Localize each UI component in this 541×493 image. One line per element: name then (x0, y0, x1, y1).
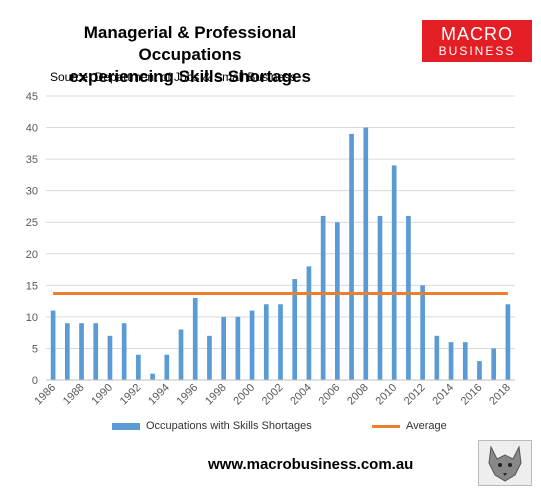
bar (363, 127, 369, 380)
y-tick-label: 45 (26, 91, 38, 103)
bar (320, 215, 326, 380)
x-tick-label: 2010 (374, 382, 400, 408)
x-tick-label: 1992 (118, 382, 144, 408)
bar (164, 354, 170, 380)
x-tick-label: 2008 (345, 382, 371, 408)
bar (335, 222, 340, 380)
bar (178, 329, 184, 380)
y-tick-label: 5 (32, 343, 38, 355)
bar (349, 133, 354, 380)
bar (306, 266, 312, 380)
bar (136, 354, 141, 380)
chart-title-line1: Managerial & Professional Occupations (83, 23, 297, 64)
y-tick-label: 30 (26, 186, 38, 198)
legend-item-bars: Occupations with Skills Shortages (112, 420, 312, 432)
bar (107, 335, 113, 380)
x-tick-label: 2000 (231, 382, 257, 408)
bar (505, 304, 511, 380)
legend-label-average: Average (406, 420, 447, 432)
bar (462, 342, 468, 380)
legend-label-bars: Occupations with Skills Shortages (146, 420, 312, 432)
bar (79, 323, 84, 380)
bar (434, 335, 440, 380)
legend-swatch-bars (112, 422, 140, 430)
legend-swatch-average (372, 424, 400, 428)
bar (64, 323, 70, 380)
x-tick-label: 1998 (203, 382, 229, 408)
x-tick-label: 2016 (459, 382, 485, 408)
bar (278, 304, 283, 380)
x-tick-label: 1996 (175, 382, 201, 408)
legend-item-average: Average (372, 420, 447, 432)
y-tick-label: 0 (32, 375, 38, 387)
bar (391, 165, 397, 380)
chart-source: Source: Department of Jobs & Small Busin… (50, 70, 297, 84)
x-tick-label: 2006 (317, 382, 343, 408)
x-tick-label: 2004 (288, 382, 314, 408)
bar (249, 310, 255, 380)
chart-title-line2: experiencing Skills Shortages (69, 67, 311, 86)
bar (406, 215, 411, 380)
x-tick-label: 2014 (430, 382, 456, 408)
bar (377, 215, 383, 380)
y-tick-label: 40 (26, 123, 38, 135)
bar (50, 310, 56, 380)
logo-line2: BUSINESS (438, 44, 516, 58)
logo-line1: MACRO (441, 24, 513, 44)
x-tick-label: 1988 (61, 382, 87, 408)
bar (448, 342, 454, 380)
y-tick-label: 10 (26, 312, 38, 324)
bar (93, 323, 99, 380)
bar (263, 304, 269, 380)
chart-title: Managerial & Professional Occupations ex… (40, 22, 340, 88)
bar (235, 316, 241, 380)
bar (221, 316, 226, 380)
x-tick-label: 2012 (402, 382, 428, 408)
bar (420, 285, 425, 380)
bar (207, 335, 212, 380)
y-tick-label: 35 (26, 154, 38, 166)
wolf-logo (478, 440, 532, 486)
bar (192, 297, 198, 380)
bar (477, 361, 482, 380)
x-tick-label: 2018 (487, 382, 513, 408)
y-tick-label: 15 (26, 280, 38, 292)
bar (292, 279, 298, 380)
macrobusiness-logo: MACRO BUSINESS (422, 20, 532, 62)
x-tick-label: 2002 (260, 382, 286, 408)
bar (491, 348, 497, 380)
chart-legend: Occupations with Skills Shortages Averag… (0, 420, 541, 436)
bar (121, 323, 127, 380)
website-url: www.macrobusiness.com.au (208, 456, 414, 473)
bar (150, 373, 155, 380)
x-tick-label: 1994 (146, 382, 172, 408)
wolf-icon (488, 445, 522, 482)
y-tick-label: 20 (26, 249, 38, 261)
x-tick-label: 1990 (89, 382, 115, 408)
y-tick-label: 25 (26, 217, 38, 229)
